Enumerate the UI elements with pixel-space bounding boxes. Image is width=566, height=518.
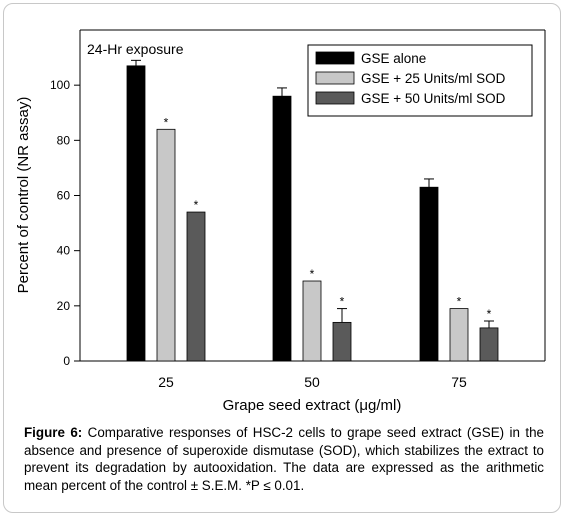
x-tick-label: 25 [158, 374, 174, 390]
y-tick-label: 20 [57, 299, 71, 313]
bar [156, 128, 176, 362]
y-tick-label: 80 [57, 133, 71, 147]
significance-marker: * [457, 295, 462, 309]
legend: GSE alone GSE + 25 Units/ml SOD GSE + 50 U… [307, 44, 533, 117]
figure-caption: Figure 6: Comparative responses of HSC-2… [24, 424, 544, 494]
significance-marker: * [487, 307, 492, 321]
bar [186, 211, 206, 362]
annotation-label: 24-Hr exposure [87, 41, 184, 57]
significance-marker: * [340, 295, 345, 309]
bar [272, 95, 292, 362]
caption-label: Figure 6: [24, 425, 83, 440]
bar [449, 308, 469, 362]
legend-label: GSE + 50 Units/ml SOD [361, 91, 506, 106]
y-tick-label: 100 [50, 78, 70, 92]
y-tick-label: 40 [57, 244, 71, 258]
bar [126, 65, 146, 362]
y-ticks: 0 20 40 60 80 100 [50, 78, 80, 368]
bar [479, 327, 499, 362]
bars: * * * * * * [126, 59, 499, 362]
bar [419, 186, 439, 362]
x-axis-label: Grape seed extract (μg/ml) [223, 397, 402, 414]
significance-marker: * [194, 198, 199, 212]
legend-swatch [315, 51, 355, 65]
bar [302, 280, 322, 362]
x-tick-label: 50 [304, 374, 320, 390]
y-tick-label: 0 [63, 354, 70, 368]
legend-swatch [315, 71, 355, 85]
x-tick-label: 75 [451, 374, 467, 390]
y-tick-label: 60 [57, 189, 71, 203]
bar [332, 321, 352, 362]
bar-chart: 0 20 40 60 80 100 25 50 75 * * * * * * 24-Hr exposur… [15, 29, 546, 414]
legend-label: GSE alone [361, 51, 426, 66]
legend-label: GSE + 25 Units/ml SOD [361, 71, 506, 86]
significance-marker: * [164, 115, 169, 129]
x-ticks: 25 50 75 [158, 374, 467, 390]
caption-text: Comparative responses of HSC-2 cells to … [24, 425, 544, 493]
y-axis-label: Percent of control (NR assay) [15, 97, 32, 294]
significance-marker: * [310, 267, 315, 281]
legend-swatch [315, 91, 355, 105]
